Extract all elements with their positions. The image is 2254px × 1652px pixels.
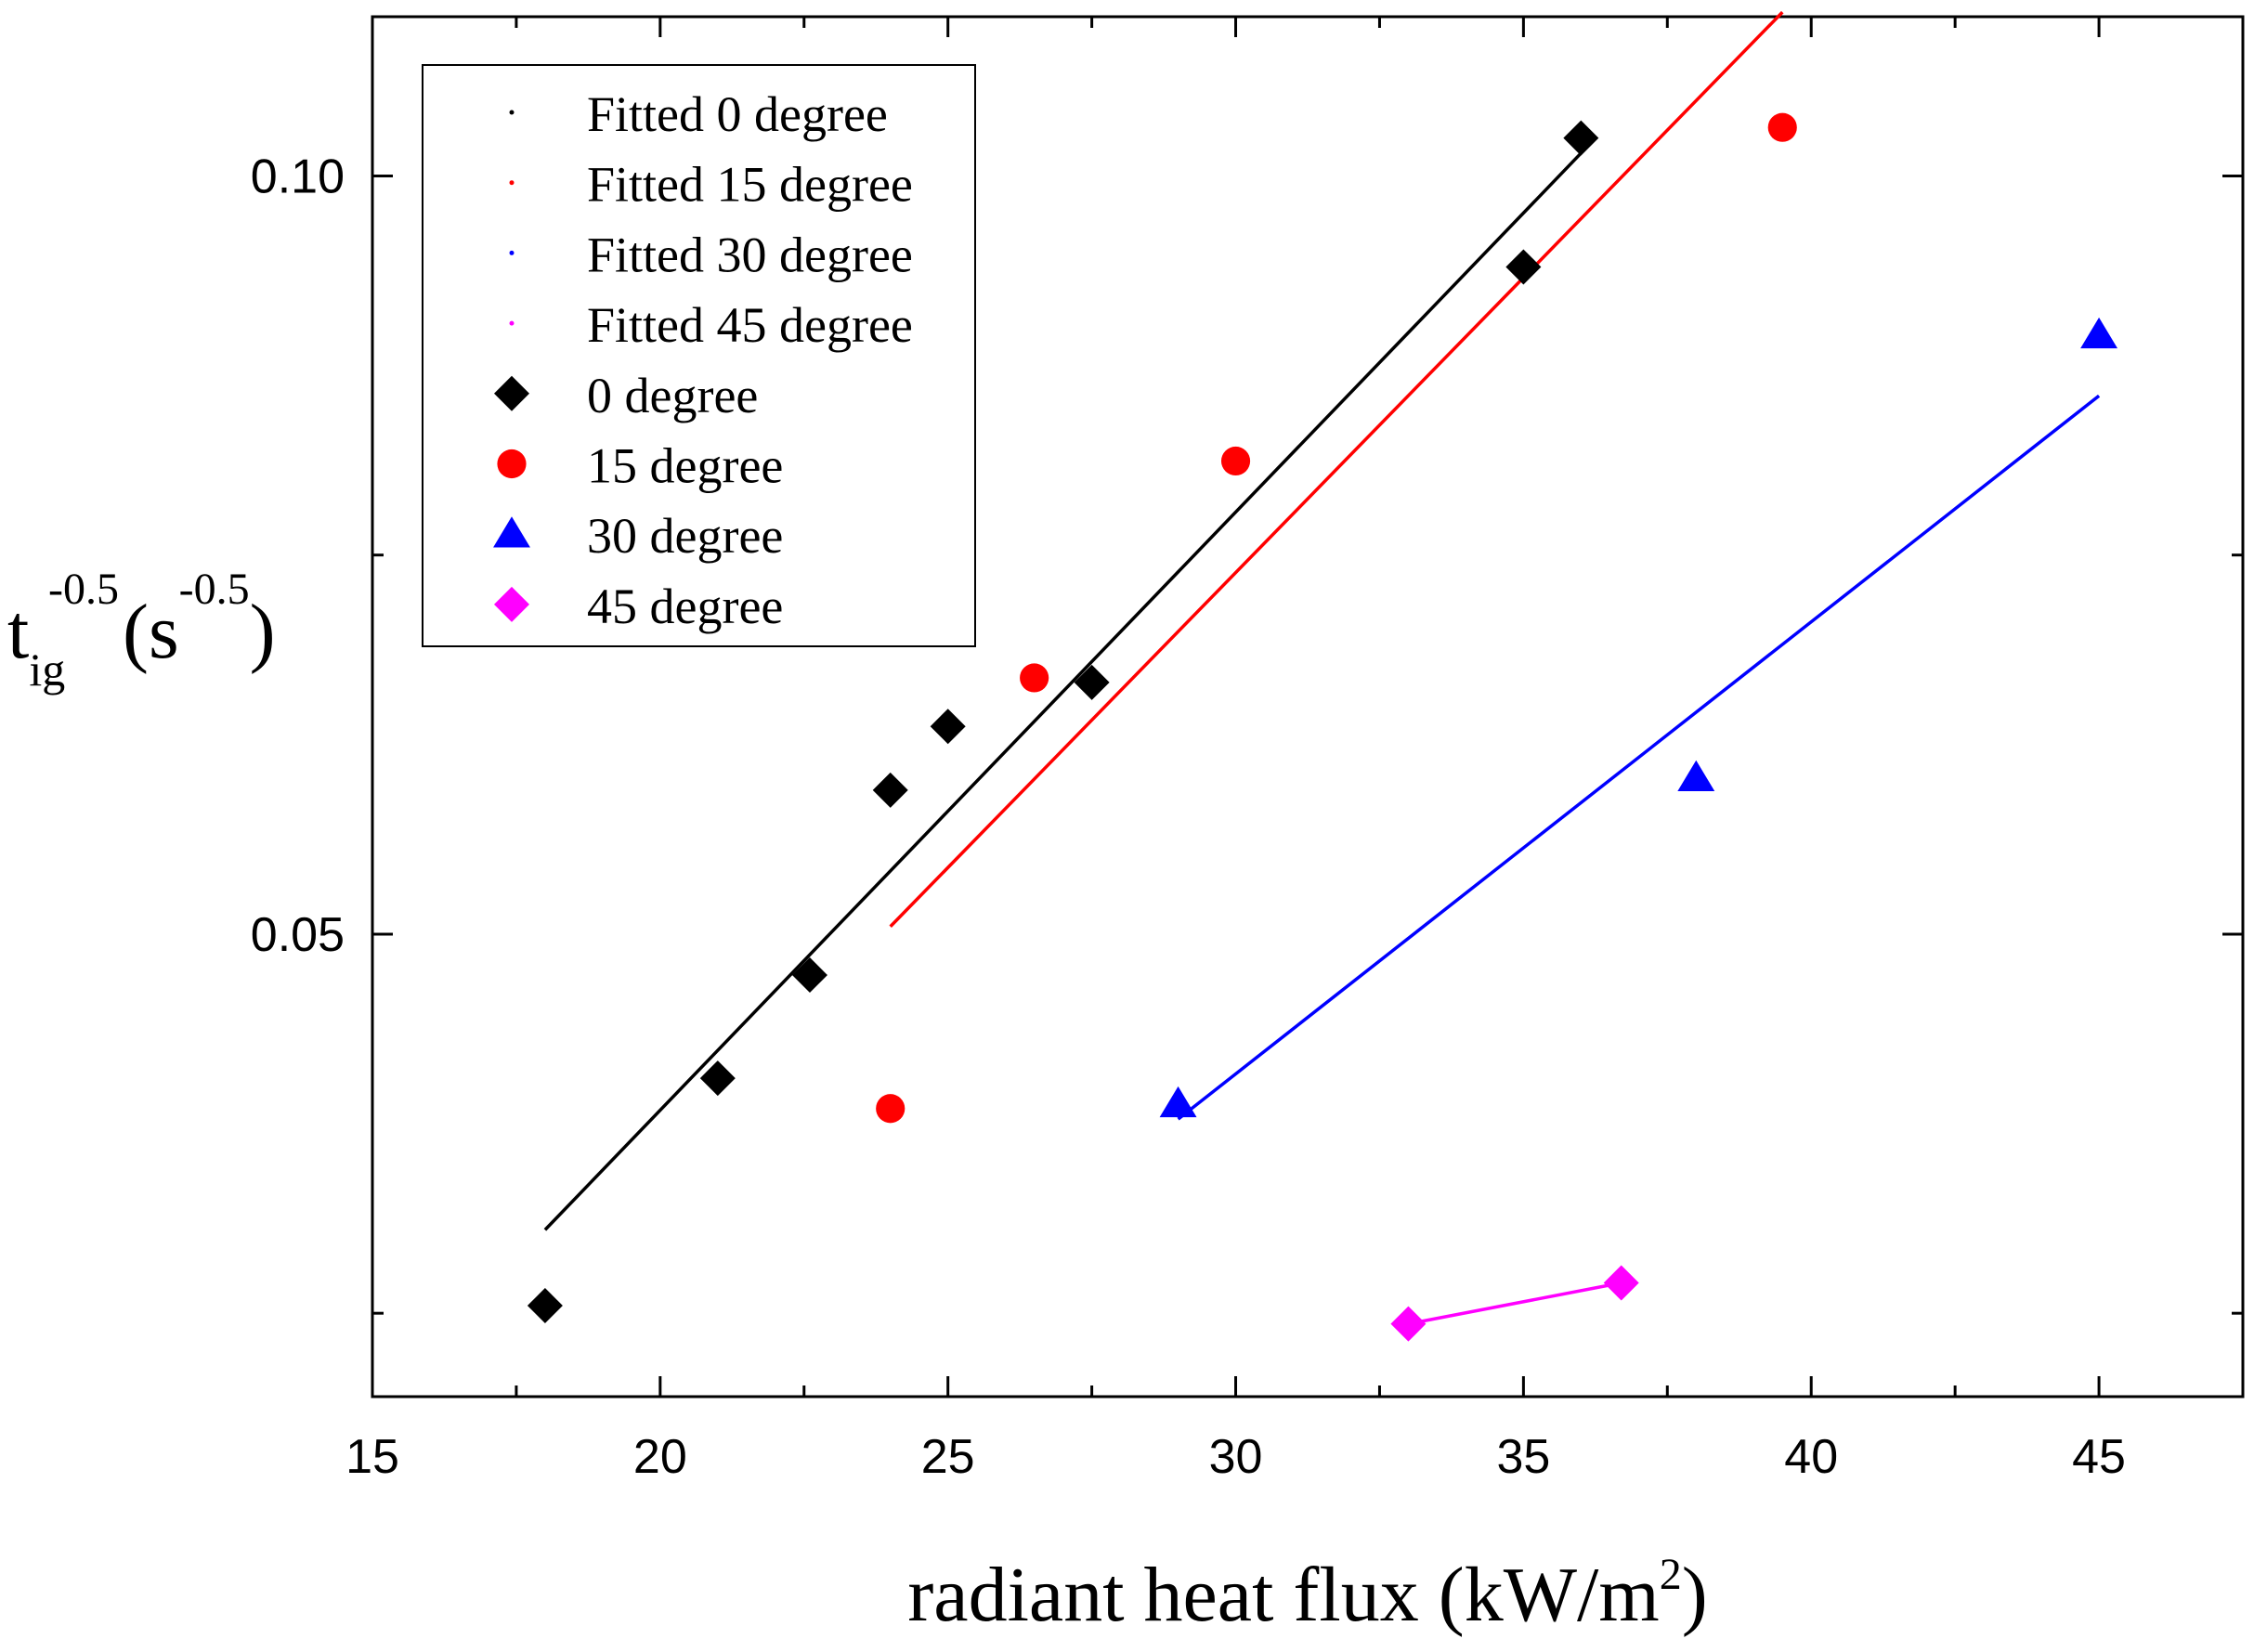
y-axis-ticks: 0.05 0.10	[251, 150, 2243, 1315]
y-axis-title: tig-0.5(s-0.5)	[7, 565, 276, 696]
y-tick-label: 0.05	[251, 908, 345, 962]
data-point	[872, 772, 908, 808]
x-tick-label: 35	[1496, 1430, 1550, 1484]
y-tick-label: 0.10	[251, 150, 345, 203]
legend-label: Fitted 15 degree	[587, 157, 913, 213]
data-point	[930, 709, 966, 745]
data-point	[1563, 120, 1599, 156]
plot-frame	[371, 15, 2245, 1398]
legend-label: 45 degree	[587, 579, 783, 634]
data-point	[1074, 664, 1110, 700]
x-axis-ticks: 15 20 25 30 35 40 45	[345, 17, 2126, 1484]
legend: Fitted 0 degree Fitted 15 degree Fitted 30…	[422, 64, 976, 647]
legend-symbol	[494, 375, 529, 411]
fit-line	[1408, 1281, 1622, 1326]
data-point	[1767, 112, 1797, 142]
data-point	[1677, 760, 1715, 791]
x-tick-label: 25	[921, 1430, 975, 1484]
legend-label: 0 degree	[587, 368, 758, 423]
x-tick-label: 30	[1209, 1430, 1263, 1484]
legend-symbol	[494, 586, 529, 622]
fit-line	[1177, 394, 2101, 1121]
fit-lines	[543, 10, 2101, 1326]
legend-label: 15 degree	[587, 438, 783, 494]
legend-symbol	[509, 110, 515, 115]
data-point	[1159, 1086, 1197, 1118]
legend-symbol	[497, 449, 527, 479]
x-tick-label: 15	[345, 1430, 399, 1484]
data-point	[699, 1060, 736, 1097]
data-point	[1505, 249, 1542, 285]
legend-label: Fitted 45 degree	[587, 297, 913, 353]
data-point	[1390, 1306, 1427, 1342]
data-point	[791, 957, 827, 994]
data-point	[876, 1094, 906, 1124]
x-tick-label: 20	[633, 1430, 687, 1484]
legend-box	[422, 64, 976, 647]
legend-label: Fitted 0 degree	[587, 86, 888, 142]
data-point	[1220, 446, 1251, 476]
data-point	[1020, 663, 1049, 693]
data-points	[527, 112, 2118, 1342]
data-point	[2080, 317, 2118, 349]
legend-symbol	[509, 180, 515, 186]
data-point	[1603, 1265, 1639, 1301]
x-tick-label: 45	[2072, 1430, 2126, 1484]
legend-label: Fitted 30 degree	[587, 227, 913, 282]
x-tick-label: 40	[1784, 1430, 1838, 1484]
legend-symbol	[493, 516, 530, 548]
legend-symbol	[509, 250, 515, 255]
fit-line	[889, 10, 1784, 929]
legend-symbol	[509, 320, 515, 326]
fit-line	[543, 151, 1583, 1231]
data-point	[527, 1288, 563, 1324]
x-axis-title: radiant heat flux (kW/m2)	[907, 1550, 1707, 1638]
legend-label: 30 degree	[587, 508, 783, 564]
